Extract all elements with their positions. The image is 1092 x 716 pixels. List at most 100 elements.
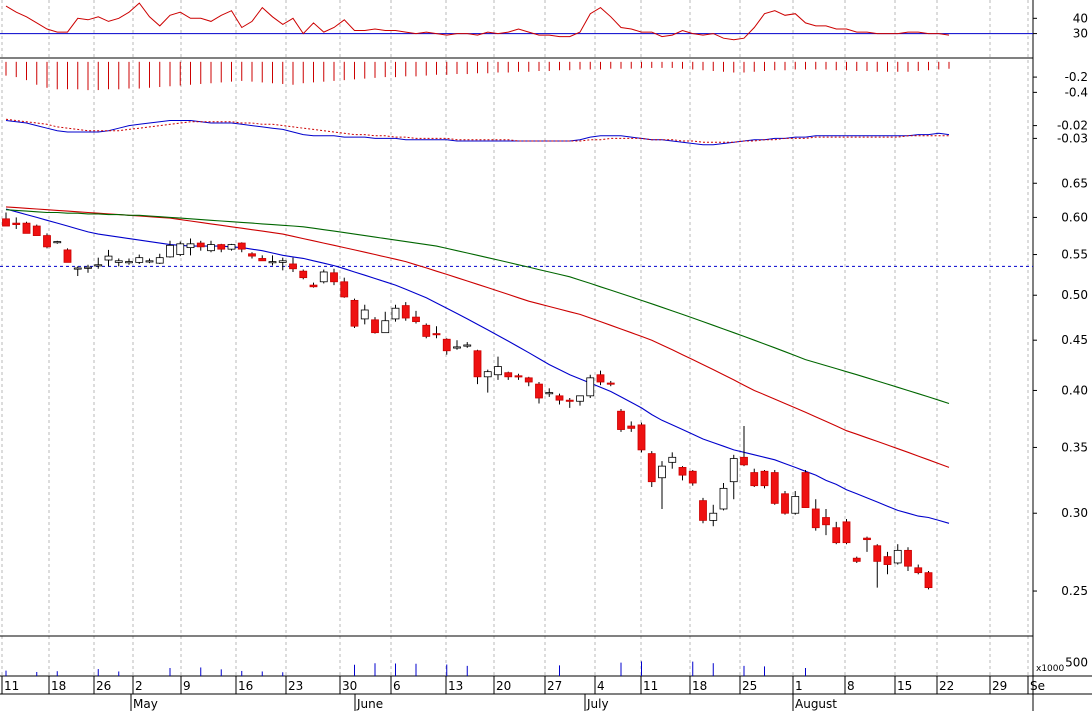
candle-down (32, 225, 41, 236)
candle-down (606, 382, 615, 385)
macd-line (5, 120, 950, 146)
candle-up (391, 307, 400, 320)
candle-down (688, 470, 697, 484)
candle-up (207, 244, 215, 252)
candle-up (176, 243, 185, 255)
x-day-label: 6 (393, 679, 401, 693)
price-tick-label: 0.55 (1061, 248, 1088, 262)
candle-up (893, 549, 902, 564)
candle-up (104, 255, 113, 261)
candle-up (494, 366, 502, 376)
price-tick-label: 0.40 (1061, 383, 1088, 397)
candle-up (53, 241, 62, 244)
vertical-gridlines (1, 0, 1029, 676)
candle-down (873, 545, 882, 562)
x-month-label: July (586, 697, 609, 711)
candle-down (422, 324, 431, 337)
rsi-panel (0, 2, 1033, 41)
histogram-tick-label: -0.4 (1065, 85, 1088, 99)
x-day-label: 27 (547, 679, 562, 693)
candle-down (504, 372, 513, 378)
candle-down (196, 242, 205, 248)
candle-up (709, 512, 718, 521)
price-tick-label: 0.30 (1061, 506, 1088, 520)
candle-down (217, 244, 226, 250)
x-day-label: 18 (692, 679, 707, 693)
volume-panel (5, 661, 806, 676)
x-day-label: 4 (597, 679, 605, 693)
candle-up (278, 260, 287, 263)
price-tick-label: 0.35 (1061, 440, 1088, 454)
candle-down (617, 410, 625, 430)
candle-down (842, 521, 851, 544)
candle-up (94, 264, 103, 267)
candle-up (545, 392, 554, 395)
candle-up (186, 243, 195, 249)
rsi-tick-label: 30 (1073, 27, 1088, 41)
price-tick-label: 0.50 (1061, 288, 1088, 302)
candle-up (463, 344, 472, 347)
candle-up (166, 244, 174, 258)
x-day-label: 11 (643, 679, 658, 693)
moving-average-long (5, 209, 950, 405)
candle-down (248, 253, 256, 257)
candle-down (2, 218, 10, 227)
x-day-label: 26 (96, 679, 111, 693)
x-day-label: 2 (135, 679, 143, 693)
x-month-label: June (356, 697, 383, 711)
candle-down (299, 270, 308, 279)
price-tick-label: 0.60 (1061, 210, 1088, 224)
x-day-label: Se (1030, 679, 1045, 693)
candle-up (729, 458, 738, 483)
candle-down (565, 399, 574, 402)
candle-down (514, 375, 523, 378)
candle-down (822, 517, 830, 526)
x-day-label: 29 (992, 679, 1007, 693)
candle-down (12, 222, 21, 225)
candle-down (401, 305, 410, 319)
x-month-label: May (133, 697, 158, 711)
candle-down (750, 472, 759, 487)
candle-up (227, 244, 236, 250)
macd-tick-label: -0.03 (1057, 131, 1088, 145)
candle-down (914, 567, 923, 574)
y-axis-tick-labels: 40 30 -0.2-0.4 -0.02-0.03 0.65 0.60 0.55 0.50 0.… (1033, 11, 1088, 674)
x-day-label: 23 (288, 679, 303, 693)
macd-tick-label: -0.02 (1057, 119, 1088, 133)
x-axis: 11 18 26 2 9 16 23 30 6 13 20 27 4 11 18 25 1 8 15 22 29 SeMa… (1, 676, 1045, 711)
x-day-label: 25 (742, 679, 757, 693)
candle-up (268, 261, 277, 264)
rsi-line (5, 2, 950, 41)
x-day-label: 30 (342, 679, 357, 693)
candle-up (483, 371, 492, 378)
candle-down (740, 456, 748, 466)
candle-down (350, 299, 359, 327)
price-tick-label: 0.25 (1061, 584, 1088, 598)
candle-down (237, 242, 246, 250)
candle-down (555, 395, 564, 401)
candle-down (535, 383, 543, 399)
volume-tick-label: 500 (1065, 656, 1088, 670)
x-day-label: 1 (795, 679, 803, 693)
candle-down (904, 549, 912, 567)
candle-down (863, 537, 871, 541)
candle-up (719, 487, 728, 510)
price-tick-label: 0.45 (1061, 333, 1088, 347)
x-day-label: 22 (939, 679, 954, 693)
candle-down (371, 319, 379, 334)
candle-up (360, 309, 369, 320)
x-day-label: 18 (51, 679, 66, 693)
candle-down (43, 235, 51, 248)
candle-down (432, 333, 441, 336)
candle-up (145, 260, 154, 263)
candle-down (637, 424, 646, 451)
candle-down (340, 281, 349, 298)
candle-down (289, 263, 297, 270)
candle-down (330, 272, 338, 283)
candle-up (658, 465, 666, 479)
candle-up (319, 271, 328, 283)
candle-down (309, 284, 318, 288)
candle-down (811, 508, 820, 529)
